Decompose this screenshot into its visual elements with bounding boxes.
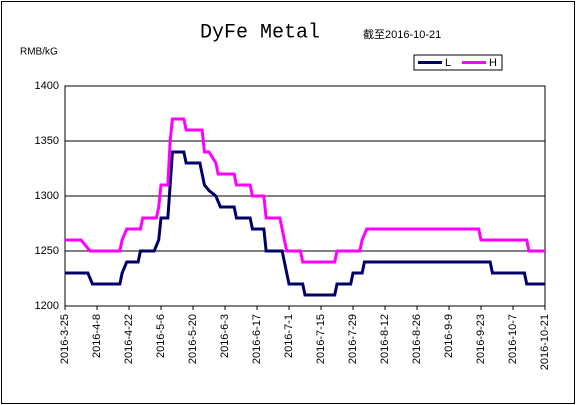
x-tick-label: 2016-8-26 bbox=[411, 314, 423, 364]
x-tick-label: 2016-3-25 bbox=[59, 314, 71, 364]
legend-box bbox=[413, 54, 503, 71]
legend-label: H bbox=[489, 57, 497, 69]
x-tick-label: 2016-5-20 bbox=[187, 314, 199, 364]
y-tick-label: 1350 bbox=[35, 135, 59, 147]
x-tick-label: 2016-9-23 bbox=[475, 314, 487, 364]
x-tick-label: 2016-8-12 bbox=[379, 314, 391, 364]
line-series bbox=[65, 150, 545, 297]
x-tick-label: 2016-7-15 bbox=[315, 314, 327, 364]
x-tick-label: 2016-7-1 bbox=[283, 314, 295, 358]
y-tick-label: 1250 bbox=[35, 245, 59, 257]
x-tick-label: 2016-10-21 bbox=[539, 314, 551, 370]
x-tick-label: 2016-7-29 bbox=[347, 314, 359, 364]
legend-label: L bbox=[445, 57, 451, 69]
x-tick-label: 2016-4-8 bbox=[91, 314, 103, 358]
x-tick-label: 2016-6-17 bbox=[251, 314, 263, 364]
x-tick-label: 2016-10-7 bbox=[507, 314, 519, 364]
x-tick-label: 2016-6-3 bbox=[219, 314, 231, 358]
line-series bbox=[65, 117, 545, 264]
x-tick-label: 2016-5-6 bbox=[155, 314, 167, 358]
chart-subtitle: 截至2016-10-21 bbox=[363, 27, 441, 41]
chart-title: DyFe Metal bbox=[200, 21, 320, 44]
y-tick-label: 1200 bbox=[35, 300, 59, 312]
x-tick-label: 2016-9-9 bbox=[443, 314, 455, 358]
y-axis-label: RMB/kG bbox=[20, 47, 58, 58]
y-tick-label: 1300 bbox=[35, 190, 59, 202]
x-tick-label: 2016-4-22 bbox=[123, 314, 135, 364]
y-tick-label: 1400 bbox=[35, 80, 59, 92]
